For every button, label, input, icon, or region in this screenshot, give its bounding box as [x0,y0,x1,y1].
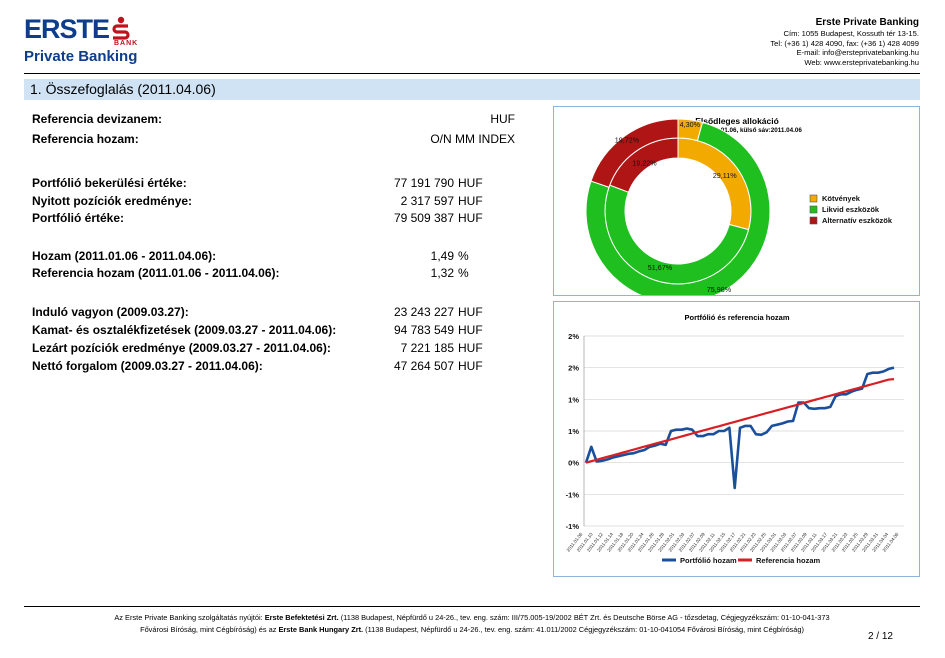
open-result-label: Nyitott pozíciók eredménye: [32,194,193,208]
interest-dividend-amount: 94 783 549 [393,323,454,337]
contact-block: Erste Private Banking Cím: 1055 Budapest… [659,17,919,67]
net-flow-unit: HUF [458,359,483,373]
legend-series-label-0: Portfólió hozam [680,556,737,565]
ref-yield-value: O/N MM INDEX [430,132,515,146]
y-tick-label-2: 0% [568,459,579,468]
portfolio-value-unit: HUF [458,211,483,225]
ref-currency-value: HUF [490,112,515,126]
closed-result-unit: HUF [458,341,483,355]
open-result-unit: HUF [458,194,483,208]
allocation-chart-subtitle: Belső sáv: 2011.01.06, külső sáv:2011.04… [672,127,802,134]
footer-line-1-pre: Az Erste Private Banking szolgáltatás ny… [114,613,265,622]
donut-slice-outer-1 [585,121,771,304]
footer-line-2: Fővárosi Bíróság, mint Cégbíróság) és az… [24,625,920,634]
legend-series-label-1: Referencia hozam [756,556,821,565]
initial-assets-unit: HUF [458,305,483,319]
initial-assets-amount: 23 243 227 [393,305,454,319]
erste-logo: ERSTE BANK Private Banking [24,14,144,70]
net-flow-label: Nettó forgalom (2009.03.27 - 2011.04.06)… [32,359,263,373]
y-tick-label-0: -1% [566,522,580,531]
yield-chart: Portfólió és referencia hozam -1% -1% 0% 1%… [553,301,920,577]
yield-label: Hozam (2011.01.06 - 2011.04.06): [32,249,217,263]
initial-assets-label: Induló vagyon (2009.03.27): [32,305,189,319]
footer-line-1: Az Erste Private Banking szolgáltatás ny… [24,613,920,622]
section-header: 1. Összefoglalás (2011.04.06) [24,79,920,100]
donut-label-inner-1: 51,67% [648,263,673,272]
yield-chart-series [584,366,895,490]
ref-yield-label: Referencia hozam: [32,132,139,146]
legend-swatch-0 [809,194,818,203]
page-number: 2 / 12 [867,631,893,642]
yield-chart-svg: Portfólió és referencia hozam -1% -1% 0% 1%… [566,313,904,565]
cost-value-unit: HUF [458,176,483,190]
legend-label-1: Likvid eszközök [822,205,880,214]
closed-result-label: Lezárt pozíciók eredménye (2009.03.27 - … [32,341,331,355]
donut-label-outer-1: 75,98% [707,285,732,294]
footer-line-1-company: Erste Befektetési Zrt. [264,613,339,622]
section-title: 1. Összefoglalás (2011.04.06) [30,81,216,97]
series-line-0 [584,366,895,490]
closed-result-amount: 7 221 185 [400,341,454,355]
yield-value: 1,49 [430,249,454,263]
donut-rings: 29,11% 51,67% 19,22% 4,30% 75,98% 19,72% [585,118,771,304]
logo-bank-text: BANK [114,40,139,47]
legend-swatch-2 [809,216,818,225]
cost-value-amount: 77 191 790 [393,176,454,190]
yield-chart-legend: Portfólió hozam Referencia hozam [662,556,821,565]
series-line-1 [585,378,895,464]
donut-label-inner-2: 19,22% [632,158,657,167]
y-tick-label-6: 2% [568,332,579,341]
footer-line-1-post: (1138 Budapest, Népfürdő u 24-26., tev. … [338,613,830,622]
footer-line-2-post: (1138 Budapest, Népfürdő u 24-26., tev. … [363,625,804,634]
footer-line-2-company: Erste Bank Hungary Zrt. [278,625,364,634]
yield-chart-y-axis: -1% -1% 0% 1% 1% 2% 2% [566,332,580,531]
legend-label-0: Kötvények [822,194,861,203]
allocation-chart-svg: Elsődleges allokáció Belső sáv: 2011.01.… [585,116,893,304]
allocation-chart: Elsődleges allokáció Belső sáv: 2011.01.… [553,106,920,304]
ref-period-yield-label: Referencia hozam (2011.01.06 - 2011.04.0… [32,266,280,280]
ref-period-yield-unit: % [458,266,469,280]
footer-line-2-pre: Fővárosi Bíróság, mint Cégbíróság) és az [140,625,279,634]
y-tick-label-1: -1% [566,490,580,499]
company-name: Erste Private Banking [815,17,919,28]
company-email: E-mail: info@ersteprivatebanking.hu [796,48,919,57]
ref-currency-label: Referencia devizanem: [32,112,163,126]
header-divider [24,73,920,74]
logo-wordmark: ERSTE [24,14,110,44]
yield-chart-title: Portfólió és referencia hozam [684,313,789,322]
company-phone: Tel: (+36 1) 428 4090, fax: (+36 1) 428 … [770,38,919,48]
yield-chart-x-axis: 2011.01.062011.01.102011.01.122011.01.14… [566,531,900,552]
logo-private-banking: Private Banking [24,48,138,65]
interest-dividend-label: Kamat- és osztalékfizetések (2009.03.27 … [32,323,337,337]
legend-label-2: Alternatív eszközök [822,216,893,225]
donut-slice-outer-2 [590,118,679,188]
yield-unit: % [458,249,469,263]
cost-value-label: Portfólió bekerülési értéke: [32,176,187,190]
footer-divider [24,606,920,607]
interest-dividend-unit: HUF [458,323,483,337]
allocation-chart-title: Elsődleges allokáció [695,116,779,126]
ref-period-yield-value: 1,32 [430,266,454,280]
open-result-amount: 2 317 597 [400,194,454,208]
yield-chart-grid [583,335,904,527]
erste-s-icon [112,16,130,40]
legend-swatch-1 [809,205,818,214]
company-web: Web: www.ersteprivatebanking.hu [804,57,919,67]
y-tick-label-3: 1% [568,427,579,436]
donut-label-inner-0: 29,11% [713,171,737,180]
y-tick-label-4: 1% [568,395,579,404]
portfolio-value-amount: 79 509 387 [393,211,454,225]
net-flow-amount: 47 264 507 [393,359,454,373]
portfolio-value-label: Portfólió értéke: [32,211,125,225]
allocation-legend: Kötvények Likvid eszközök Alternatív eszkö… [809,194,893,225]
donut-label-outer-0: 4,30% [680,120,701,129]
donut-label-outer-2: 19,72% [615,135,640,144]
y-tick-label-5: 2% [568,364,579,373]
company-address: Cím: 1055 Budapest, Kossuth tér 13-15. [783,29,919,38]
